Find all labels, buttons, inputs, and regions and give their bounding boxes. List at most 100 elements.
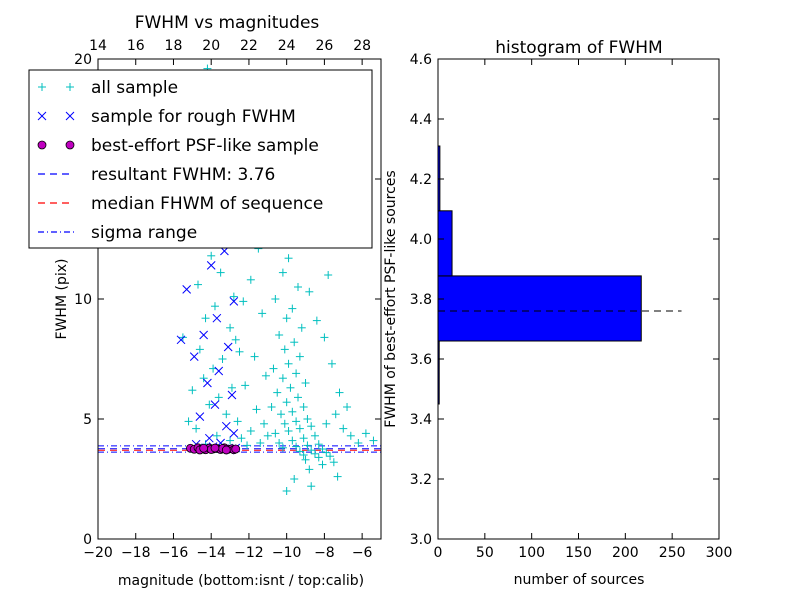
series-0-point-50: [288, 304, 297, 313]
series-0-point-106: [369, 436, 378, 445]
right-chart-xlabel: number of sources: [514, 572, 645, 588]
series-0-point-121: [256, 439, 265, 447]
top-xtick-label-6: 26: [315, 38, 333, 54]
series-0-point-97: [307, 482, 316, 491]
legend-label-5: sigma range: [91, 223, 197, 243]
top-xtick-label-3: 20: [202, 38, 220, 54]
series-0-point-112: [305, 287, 314, 296]
right-ytick-label-6: 4.2: [410, 172, 432, 188]
right-ytick-label-4: 3.8: [410, 292, 432, 308]
series-0-point-74: [284, 427, 293, 435]
series-0-point-18: [218, 355, 227, 363]
series-0-point-101: [331, 410, 340, 419]
legend-entry-0: all sample: [38, 78, 178, 98]
legend: all sample sample for rough FWHM best-effo…: [28, 69, 373, 249]
right-axes: 0 50 100 150 200 250 300 3.0 3.2 3.4 3.6 3.8 4.0 4.2 4…: [410, 52, 733, 561]
series-0-point-15: [226, 323, 235, 332]
right-ytick-label-8: 4.6: [410, 52, 432, 68]
series-0-point-95: [305, 465, 314, 474]
series-0-point-91: [314, 453, 323, 462]
series-0-point-83: [278, 443, 287, 452]
top-xtick-label-7: 28: [353, 38, 371, 54]
legend-label-2: best-effort PSF-like sample: [91, 136, 319, 156]
series-0-point-11: [193, 280, 202, 289]
series-0-point-59: [292, 369, 301, 378]
series-0-point-47: [278, 268, 287, 277]
series-0-point-39: [252, 405, 261, 414]
series-1-point-14-b: [221, 421, 231, 431]
left-xtick-label-3: −14: [196, 545, 226, 561]
right-ytick-label-0: 3.0: [410, 532, 432, 548]
series-1-point-7-b: [223, 342, 233, 352]
legend-label-3: resultant FWHM: 3.76: [91, 165, 275, 185]
left-axes: −20−18−16−14−12−10−8−605101520: [74, 52, 381, 561]
series-0-point-65: [282, 398, 291, 407]
series-1-point-11: [227, 390, 237, 400]
series-0-point-56: [295, 352, 304, 361]
left-chart-title: FWHM vs magnitudes: [135, 13, 320, 33]
series-1-point-6-b: [199, 330, 209, 340]
series-1-point-12-b: [210, 400, 220, 409]
top-xtick-label-4: 22: [240, 38, 258, 54]
left-xtick-label-5: −10: [272, 545, 302, 561]
series-0-point-64: [293, 393, 302, 402]
series-0-point-108: [343, 403, 352, 411]
series-0-point-20: [199, 374, 208, 383]
series-0-point-122: [243, 441, 252, 450]
series-0-point-126: [267, 403, 276, 411]
series-0-point-87: [322, 448, 331, 457]
series-1-point-2: [206, 261, 216, 270]
right-xtick-label-2: 100: [518, 545, 545, 561]
legend-marker-0-a: [38, 83, 46, 91]
series-0-point-14: [201, 314, 210, 323]
series-0-point-61: [301, 379, 310, 387]
left-ytick-label-2: 10: [74, 292, 92, 308]
series-0-point-28: [226, 436, 235, 445]
series-0-point-89: [299, 451, 308, 459]
series-1-point-16-b: [204, 433, 214, 443]
series-0-point-129: [239, 297, 248, 306]
right-xtick-label-4: 200: [612, 545, 639, 561]
series-0-point-54: [290, 338, 299, 347]
series-0-point-62: [286, 383, 295, 392]
left-chart-ylabel: FWHM (pix): [54, 259, 70, 340]
series-2-point-19: [221, 445, 231, 455]
series-1-point-14: [221, 421, 231, 431]
right-xtick-label-5: 250: [659, 545, 686, 561]
series-2-point-16: [231, 444, 241, 454]
legend-box: [28, 69, 373, 249]
series-0-point-107: [335, 388, 344, 397]
legend-entry-3: resultant FWHM: 3.76: [38, 165, 275, 185]
series-0-point-78: [288, 436, 297, 445]
legend-marker-2-a: [37, 140, 47, 150]
series-0-point-52: [297, 323, 306, 332]
histogram-bar-1: [437, 275, 642, 342]
left-chart-xlabel: magnitude (bottom:isnt / top:calib): [118, 573, 364, 589]
series-0-point-53: [275, 331, 284, 339]
legend-marker-1-a: [37, 111, 47, 121]
series-0-point-68: [277, 410, 286, 419]
series-0-point-46: [284, 254, 293, 263]
series-1-point-5: [212, 313, 222, 323]
series-0-point-22: [214, 393, 223, 402]
legend-marker-2-b: [65, 140, 75, 150]
right-ytick-label-1: 3.2: [410, 472, 432, 488]
right-xtick-label-3: 150: [565, 545, 592, 561]
series-0-point-26: [192, 424, 201, 433]
left-xtick-label-6: −8: [314, 545, 335, 561]
series-1-point-8-b: [189, 352, 199, 361]
series-1-point-8: [189, 352, 199, 361]
legend-label-1: sample for rough FWHM: [91, 107, 296, 127]
left-ytick-label-4: 20: [74, 52, 92, 68]
series-0-point-70: [292, 417, 301, 426]
legend-entry-4: median FHWM of sequence: [38, 194, 323, 214]
series-1-point-4: [229, 297, 239, 306]
left-xtick-label-0: −20: [83, 545, 113, 561]
series-1-point-5-b: [212, 313, 222, 323]
series-0-point-128: [235, 347, 244, 356]
series-0-point-75: [271, 429, 280, 438]
fwhm-vs-magnitude-chart: FWHM vs magnitudes 14 16 18 20 22 24 26 28 −20−…: [28, 13, 382, 589]
series-0-point-113: [324, 271, 333, 279]
series-0-point-48: [293, 283, 302, 291]
series-0-point-102: [339, 424, 348, 433]
